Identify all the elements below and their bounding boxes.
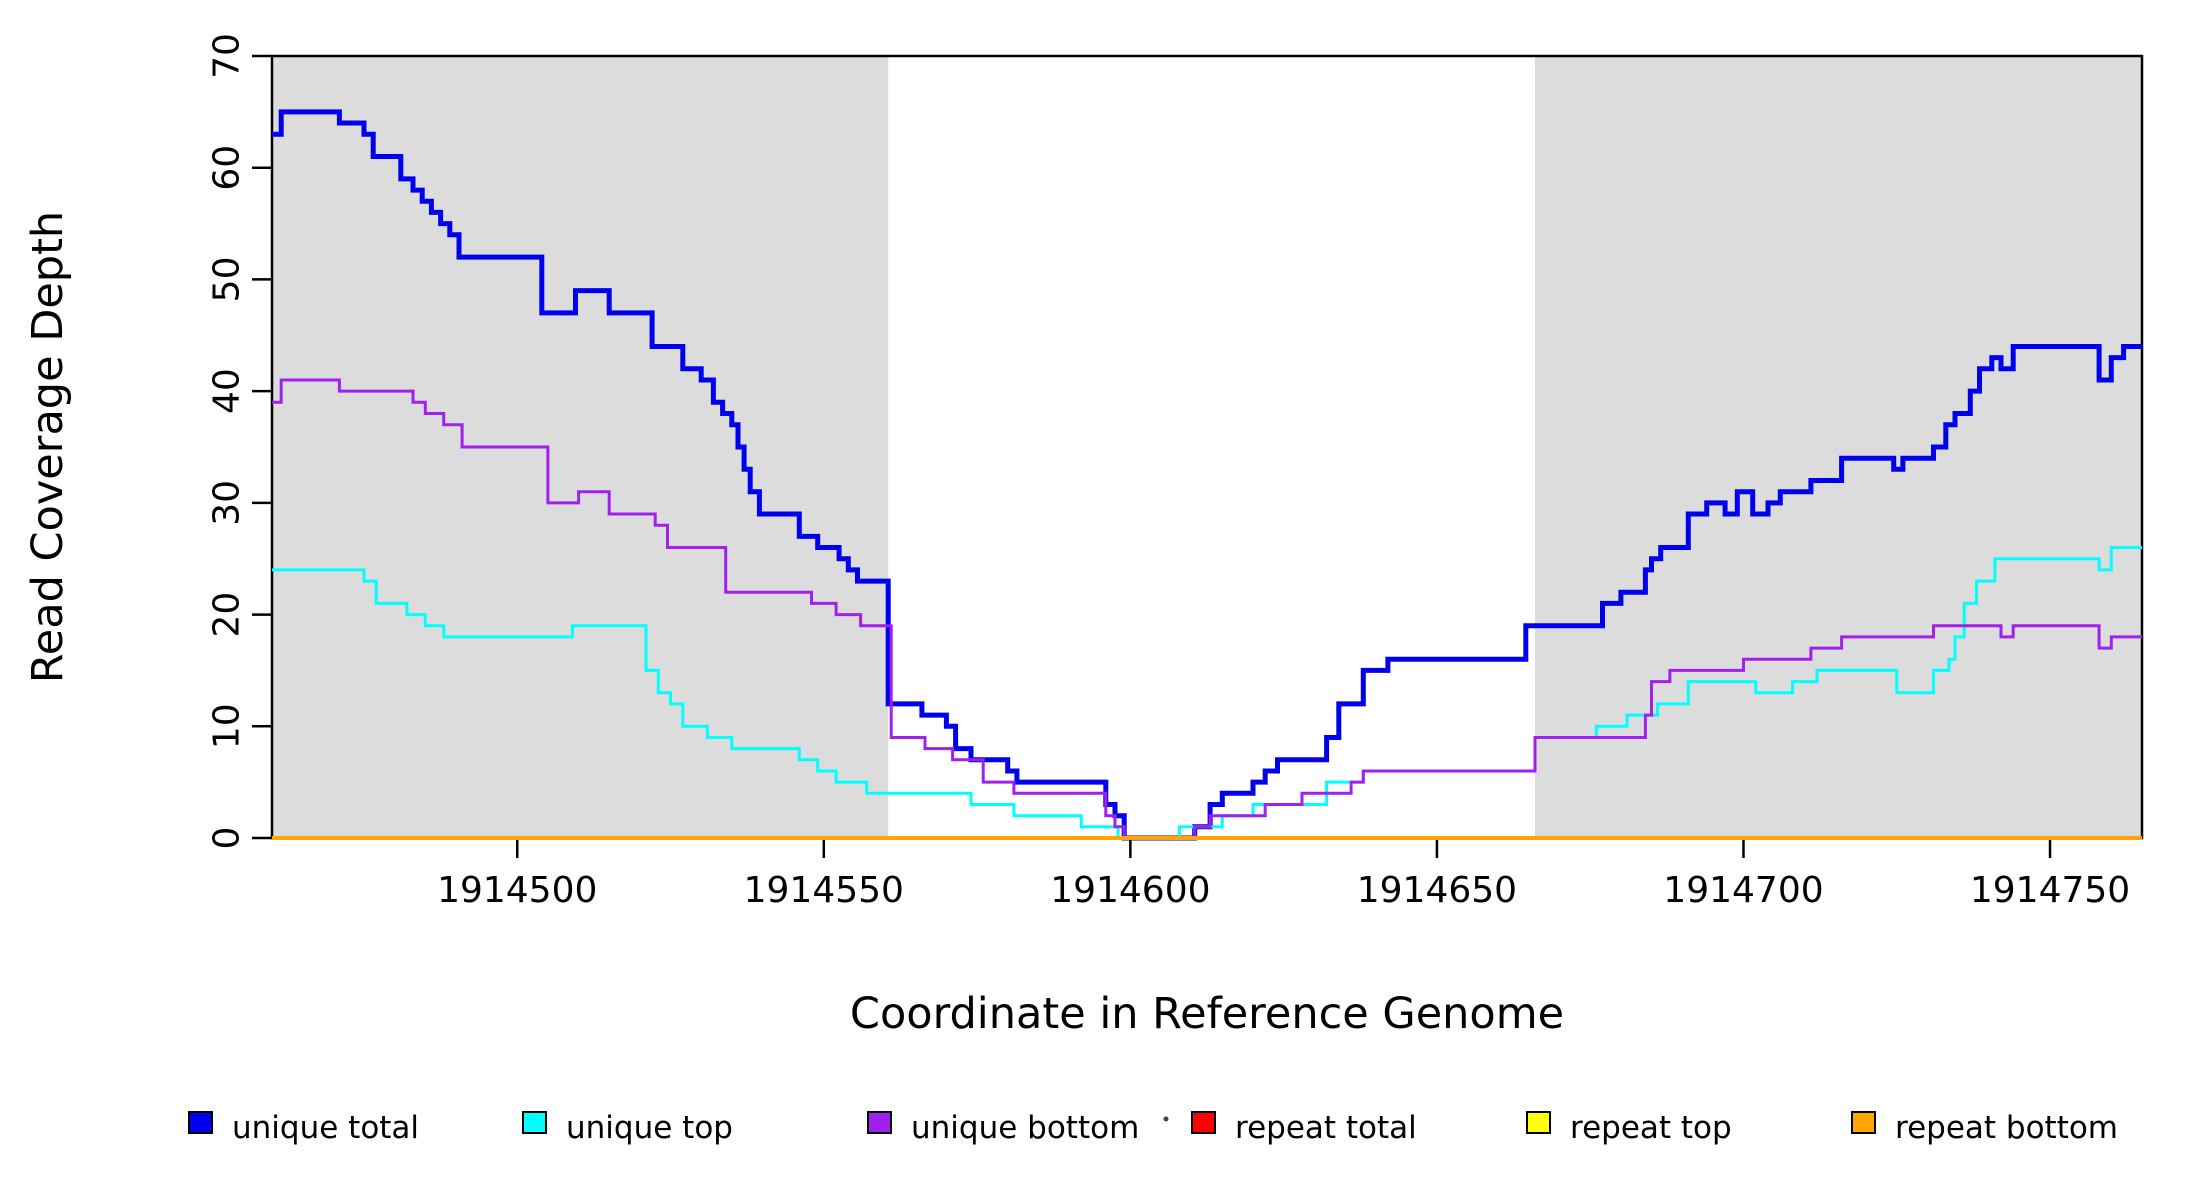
legend-swatch-repeat-total bbox=[1191, 1111, 1216, 1134]
legend-item-unique-total: unique total bbox=[188, 1110, 419, 1146]
x-tick-label: 1914750 bbox=[1970, 870, 2130, 911]
legend-swatch-unique-total bbox=[188, 1111, 213, 1134]
legend-item-repeat-bottom: repeat bottom bbox=[1851, 1110, 2118, 1146]
y-tick-label: 60 bbox=[207, 145, 248, 191]
legend-label: repeat total bbox=[1235, 1110, 1417, 1146]
x-tick-label: 1914650 bbox=[1357, 870, 1517, 911]
legend-swatch-repeat-bottom bbox=[1851, 1111, 1876, 1134]
x-tick-label: 1914700 bbox=[1663, 870, 1823, 911]
x-tick-label: 1914550 bbox=[744, 870, 904, 911]
legend-swatch-repeat-top bbox=[1526, 1111, 1551, 1134]
legend-swatch-unique-bottom bbox=[867, 1111, 892, 1134]
y-tick-label: 40 bbox=[207, 368, 248, 414]
legend-item-unique-bottom: unique bottom bbox=[867, 1110, 1139, 1146]
legend-label: unique bottom bbox=[911, 1110, 1139, 1146]
y-tick-label: 20 bbox=[207, 592, 248, 638]
y-tick-label: 0 bbox=[207, 827, 248, 850]
series-lines bbox=[272, 109, 2142, 841]
legend-item-repeat-total: repeat total bbox=[1191, 1110, 1417, 1146]
y-tick-label: 70 bbox=[207, 33, 248, 79]
x-axis-title: Coordinate in Reference Genome bbox=[850, 989, 1564, 1039]
legend-swatch-unique-top bbox=[522, 1111, 547, 1134]
shaded-region-2 bbox=[1535, 56, 2142, 838]
legend-item-repeat-top: repeat top bbox=[1526, 1110, 1732, 1146]
legend-label: unique total bbox=[232, 1110, 419, 1146]
legend-item-unique-top: unique top bbox=[522, 1110, 733, 1146]
y-axis-title: Read Coverage Depth bbox=[23, 211, 73, 683]
y-tick-label: 10 bbox=[207, 703, 248, 749]
legend: unique total unique top unique bottom repea… bbox=[188, 1110, 2118, 1146]
legend-label: repeat top bbox=[1570, 1110, 1732, 1146]
stray-dot bbox=[1163, 1116, 1169, 1122]
series-unique-bottom bbox=[272, 378, 2142, 840]
shaded-region-1 bbox=[272, 56, 889, 838]
axes: 1914500 1914550 1914600 1914650 1914700 19147… bbox=[207, 33, 2144, 911]
legend-label: repeat bottom bbox=[1895, 1110, 2118, 1146]
x-tick-label: 1914500 bbox=[437, 870, 597, 911]
legend-label: unique top bbox=[566, 1110, 733, 1146]
y-tick-label: 50 bbox=[207, 257, 248, 303]
y-tick-label: 30 bbox=[207, 480, 248, 526]
shaded-regions bbox=[272, 56, 2142, 838]
x-tick-label: 1914600 bbox=[1050, 870, 1210, 911]
